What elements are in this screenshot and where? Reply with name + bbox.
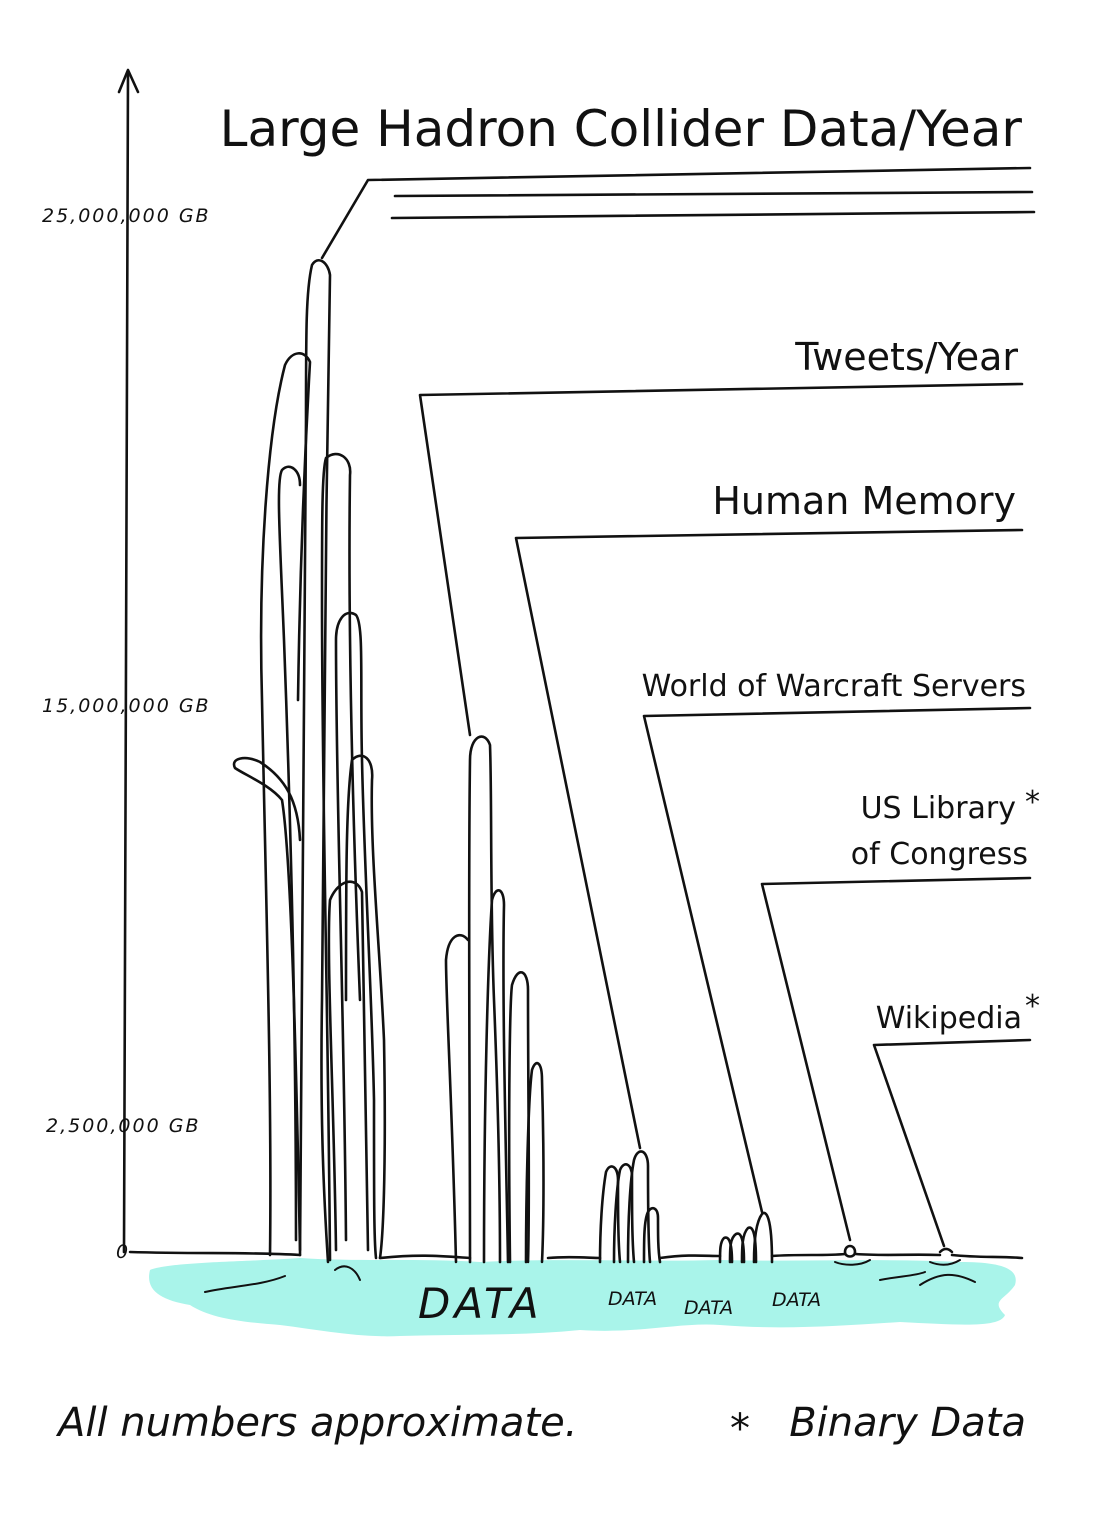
pool-ripple bbox=[834, 1259, 871, 1266]
data-column bbox=[507, 971, 531, 1264]
leader-human-memory bbox=[514, 528, 1024, 1150]
footer-legend-symbol: * bbox=[730, 1406, 750, 1452]
tick-label-2-5m: 2,500,000 GB bbox=[46, 1115, 201, 1137]
leader-library-of-congress bbox=[760, 876, 1032, 1242]
data-column bbox=[612, 1163, 636, 1264]
label-wow: World of Warcraft Servers bbox=[642, 669, 1026, 704]
data-column bbox=[344, 754, 387, 1260]
data-column-tweets bbox=[467, 735, 502, 1264]
data-column bbox=[482, 889, 510, 1264]
leader-wow bbox=[642, 706, 1032, 1214]
data-column bbox=[752, 1211, 774, 1264]
label-library-line1: US Library bbox=[861, 791, 1016, 826]
data-column-human-memory bbox=[598, 1165, 622, 1264]
pool-label: DATA bbox=[684, 1297, 733, 1319]
leader-lhc bbox=[320, 166, 1032, 260]
label-lhc: Large Hadron Collider Data/Year bbox=[220, 100, 1023, 158]
footer-note: All numbers approximate. bbox=[55, 1400, 577, 1446]
data-column-lhc bbox=[298, 259, 332, 1264]
pool-labels: DATA DATA DATA DATA bbox=[418, 1279, 821, 1328]
data-column bbox=[626, 1150, 652, 1264]
y-axis-line bbox=[122, 70, 130, 1254]
data-columns bbox=[232, 259, 954, 1264]
pool-label: DATA bbox=[772, 1289, 821, 1311]
data-column bbox=[327, 880, 370, 1252]
pool-ripple bbox=[919, 1273, 976, 1286]
pool-ripple bbox=[929, 1259, 961, 1266]
label-library-line2: of Congress bbox=[851, 837, 1028, 872]
y-axis-arrow-icon bbox=[117, 68, 140, 94]
leader-lhc-underline bbox=[393, 190, 1034, 198]
data-pool bbox=[149, 1258, 1016, 1337]
leader-tweets bbox=[418, 382, 1024, 737]
data-column bbox=[259, 352, 312, 1257]
label-tweets: Tweets/Year bbox=[794, 335, 1018, 379]
footer-legend-text: Binary Data bbox=[789, 1400, 1026, 1446]
data-column bbox=[444, 934, 470, 1264]
tick-label-zero: 0 bbox=[116, 1241, 130, 1263]
data-column-wikipedia bbox=[938, 1247, 954, 1254]
label-wikipedia: Wikipedia bbox=[876, 1001, 1022, 1036]
leader-lhc-underline bbox=[390, 210, 1036, 220]
data-column bbox=[232, 756, 302, 1252]
data-column bbox=[642, 1206, 662, 1264]
pool-label-big: DATA bbox=[418, 1279, 543, 1328]
asterisk-library: * bbox=[1025, 785, 1040, 820]
footer: All numbers approximate. * Binary Data bbox=[55, 1400, 1026, 1452]
pool-ripple bbox=[334, 1265, 361, 1281]
pool-label: DATA bbox=[608, 1288, 657, 1310]
leader-wikipedia bbox=[872, 1038, 1032, 1248]
data-column-library-of-congress bbox=[843, 1244, 857, 1258]
y-axis: 25,000,000 GB 15,000,000 GB 2,500,000 GB… bbox=[42, 68, 211, 1263]
tick-label-25m: 25,000,000 GB bbox=[42, 205, 211, 227]
tick-label-15m: 15,000,000 GB bbox=[42, 695, 211, 717]
source-labels: Large Hadron Collider Data/Year Tweets/Y… bbox=[220, 100, 1040, 1036]
ground-line bbox=[128, 1250, 1024, 1260]
data-column bbox=[334, 611, 378, 1260]
asterisk-wikipedia: * bbox=[1025, 989, 1040, 1024]
data-pool-fill bbox=[149, 1258, 1016, 1337]
pool-ripple bbox=[204, 1275, 286, 1293]
pool-ripple bbox=[879, 1271, 926, 1281]
data-column bbox=[524, 1061, 545, 1264]
leader-lines bbox=[320, 166, 1036, 1248]
data-column bbox=[320, 452, 362, 1262]
label-human-memory: Human Memory bbox=[712, 479, 1016, 523]
